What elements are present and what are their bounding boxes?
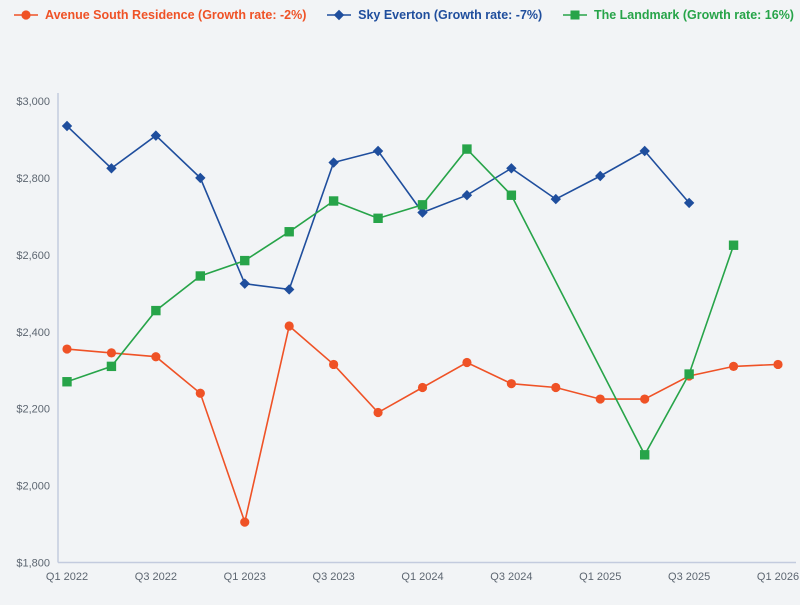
data-point-circle (373, 407, 383, 418)
x-tick-label: Q3 2024 (490, 571, 532, 583)
legend-item-sky-everton[interactable]: Sky Everton (Growth rate: -7%) (327, 8, 542, 22)
x-tick-label: Q1 2024 (401, 571, 443, 583)
data-point-circle (284, 321, 294, 331)
data-point-diamond (372, 145, 384, 157)
y-tick-label: $2,000 (16, 481, 50, 493)
x-tick-label: Q1 2025 (579, 571, 621, 583)
data-point-square (195, 271, 206, 281)
x-tick-label: Q1 2026 (757, 571, 799, 583)
data-point-square (328, 196, 339, 206)
diamond-series-marker-icon (327, 9, 352, 21)
data-point-diamond (461, 190, 473, 201)
legend-item-the-landmark[interactable]: The Landmark (Growth rate: 16%) (562, 8, 794, 22)
data-point-circle (417, 382, 428, 393)
data-point-square (462, 144, 472, 154)
x-tick-label: Q1 2022 (46, 571, 88, 583)
data-point-square (506, 190, 517, 200)
data-point-diamond (417, 207, 428, 218)
legend-label: The Landmark (Growth rate: 16%) (593, 8, 794, 22)
chart-legend: Avenue South Residence (Growth rate: -2%… (14, 8, 794, 22)
data-point-circle (462, 357, 472, 368)
data-point-square (684, 369, 694, 379)
square-series-marker-icon (562, 10, 587, 20)
data-point-circle (151, 352, 161, 362)
data-point-diamond (283, 284, 295, 295)
series-line-0 (66, 324, 779, 526)
data-point-diamond (239, 278, 250, 289)
data-point-diamond (106, 163, 117, 174)
data-point-circle (506, 379, 516, 389)
data-point-diamond (61, 120, 73, 132)
data-point-square (373, 213, 383, 223)
data-point-diamond (328, 157, 339, 168)
data-point-circle (240, 517, 250, 527)
y-tick-label: $2,400 (16, 327, 50, 339)
data-point-diamond (195, 172, 206, 184)
data-point-diamond (595, 170, 606, 182)
y-tick-label: $3,000 (16, 96, 50, 108)
data-point-circle (640, 394, 650, 404)
data-point-circle (106, 348, 117, 358)
y-tick-label: $2,200 (16, 404, 50, 416)
data-point-diamond (639, 145, 650, 157)
y-tick-label: $1,800 (16, 558, 50, 570)
data-point-square (240, 255, 250, 266)
data-point-circle (728, 361, 739, 371)
data-point-square (106, 361, 117, 372)
legend-label: Sky Everton (Growth rate: -7%) (358, 8, 543, 22)
data-point-circle (195, 388, 205, 398)
data-point-diamond (683, 197, 695, 209)
legend-label: Avenue South Residence (Growth rate: -2%… (45, 8, 307, 22)
data-point-diamond (550, 193, 562, 205)
data-point-circle (551, 382, 561, 393)
x-tick-label: Q1 2023 (224, 571, 266, 583)
data-point-diamond (150, 130, 162, 141)
data-point-square (728, 240, 739, 250)
data-point-diamond (506, 163, 517, 174)
data-point-square (639, 450, 650, 460)
y-tick-label: $2,800 (16, 173, 50, 185)
data-point-circle (329, 359, 339, 370)
circle-series-marker-icon (14, 10, 38, 20)
legend-item-avenue-south-residence[interactable]: Avenue South Residence (Growth rate: -2%… (14, 8, 306, 22)
x-tick-label: Q3 2022 (135, 571, 177, 583)
data-point-circle (773, 359, 783, 370)
data-point-square (417, 200, 428, 210)
data-point-square (62, 377, 72, 387)
series-line-2 (66, 147, 735, 457)
x-tick-label: Q3 2023 (313, 571, 355, 583)
data-point-square (284, 227, 294, 237)
data-point-circle (595, 394, 605, 404)
data-point-square (151, 305, 161, 316)
y-tick-label: $2,600 (16, 250, 50, 262)
data-point-circle (62, 344, 72, 354)
x-tick-label: Q3 2025 (668, 571, 710, 583)
